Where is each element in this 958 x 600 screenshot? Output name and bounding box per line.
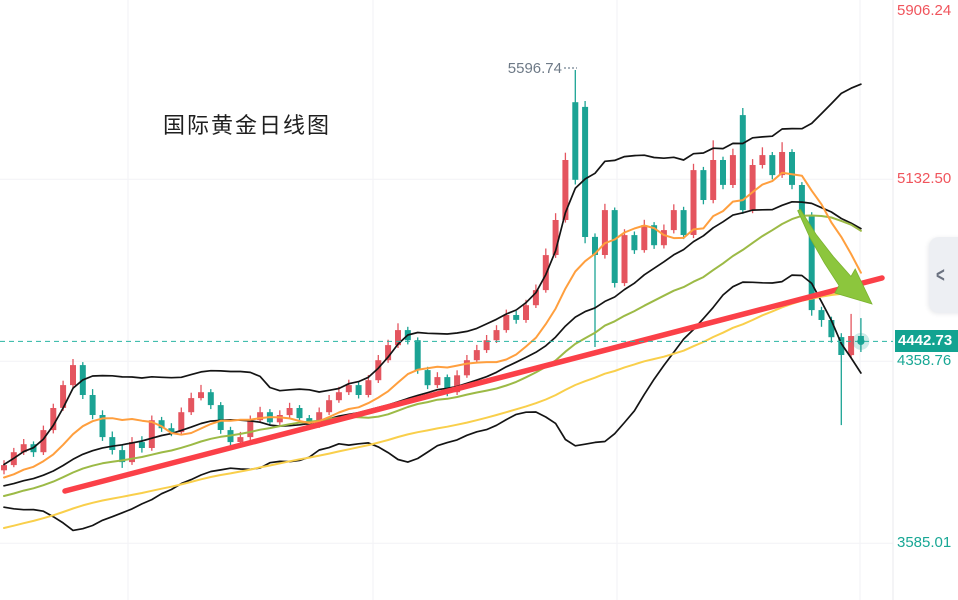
moving-averages [3,171,862,529]
bollinger-bands [3,83,862,532]
y-axis-label: 4358.76 [897,352,952,370]
trendline[interactable] [62,275,885,494]
chevron-left-icon: < [936,263,945,287]
last-price-marker [852,332,870,350]
current-price-badge: 4442.73 [895,330,958,353]
y-axis-label: 5132.50 [897,170,952,188]
chart-title: 国际黄金日线图 [163,113,332,138]
collapse-panel-tab[interactable]: < [929,237,958,313]
y-axis-label: 3585.01 [897,534,952,552]
y-axis-label: 5906.24 [897,2,952,19]
candles-layer [1,70,864,475]
down-arrow[interactable] [797,208,873,305]
peak-high-label: 5596.74 [507,60,562,77]
